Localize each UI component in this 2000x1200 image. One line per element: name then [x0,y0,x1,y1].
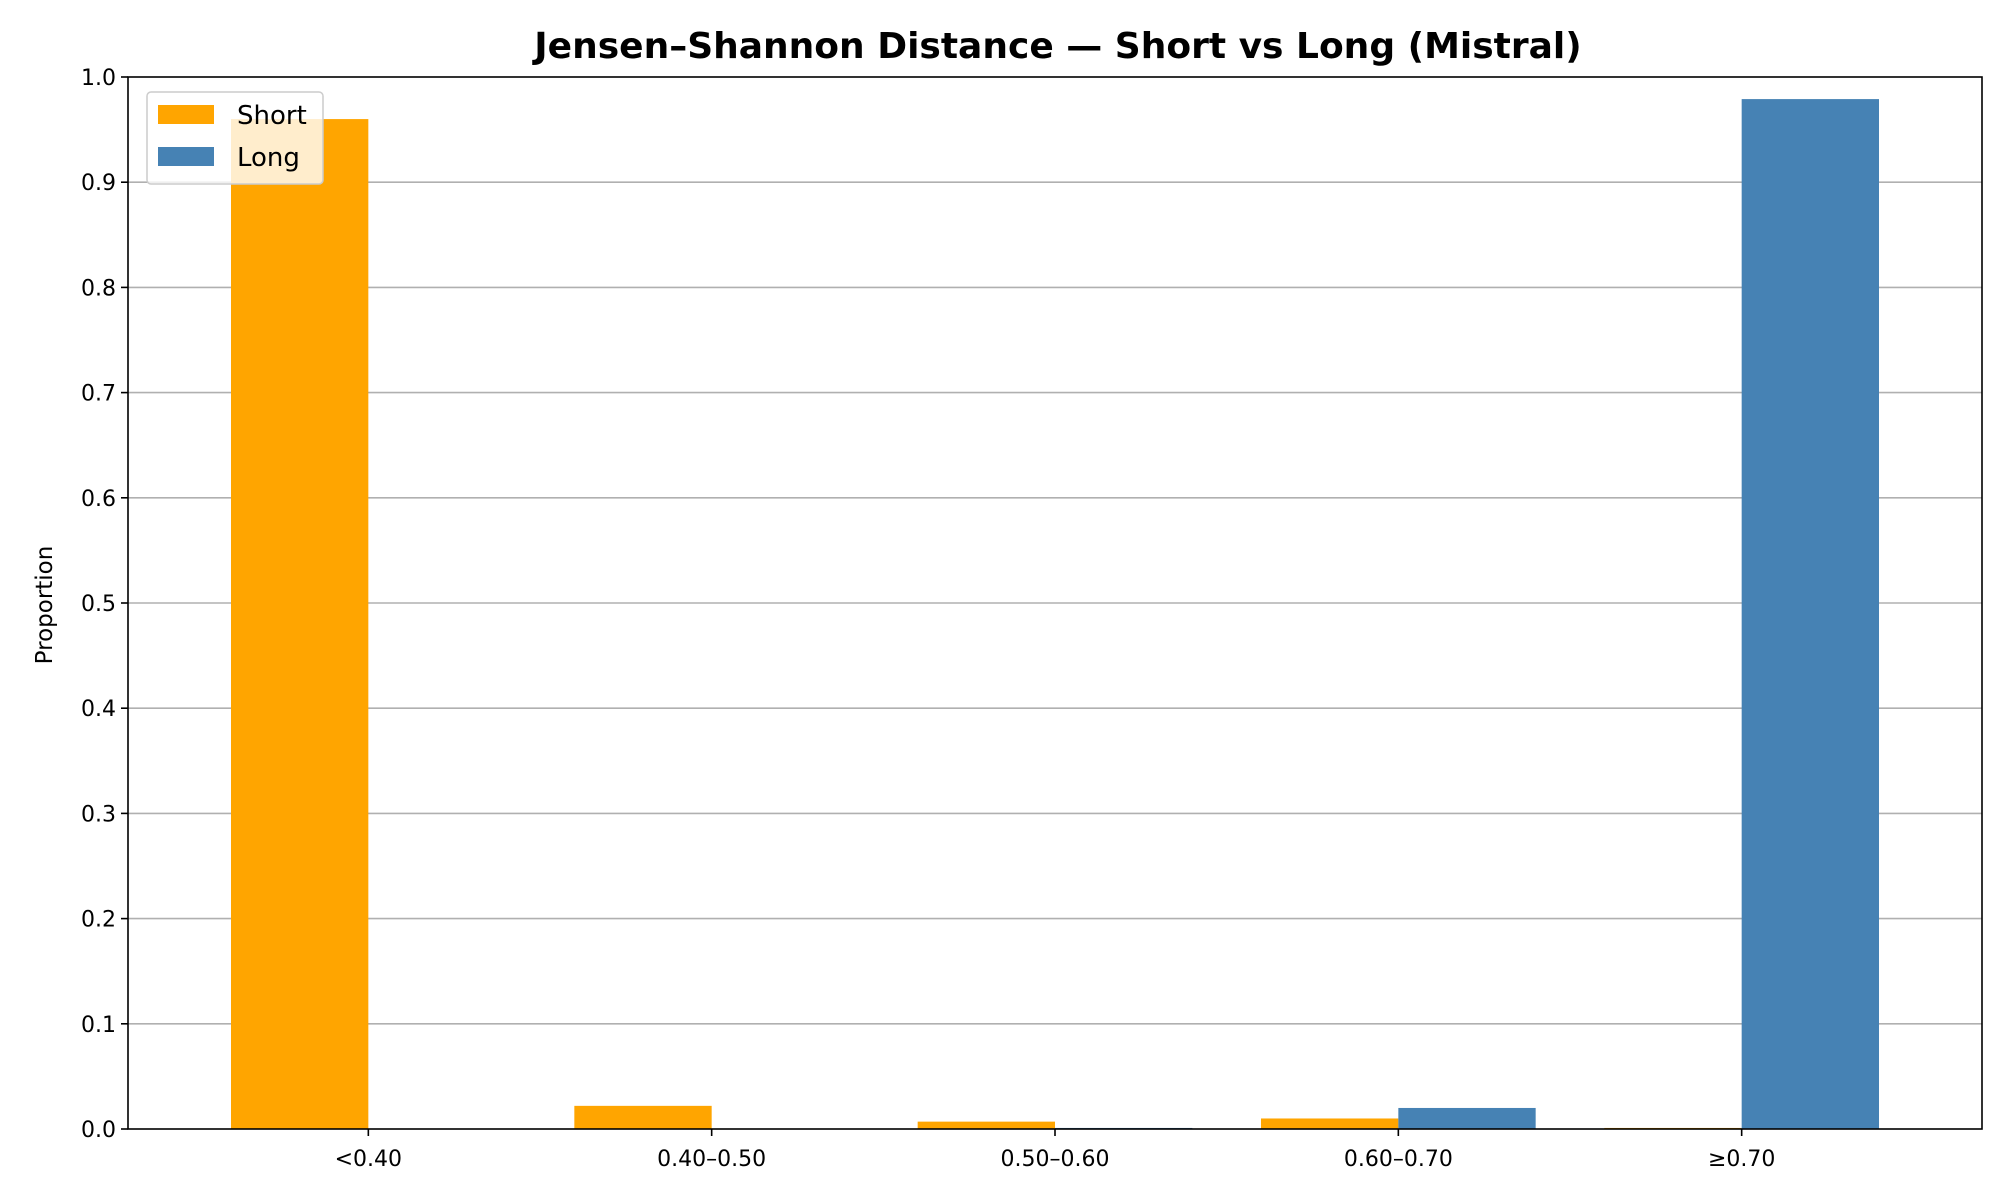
bars [231,99,1879,1129]
y-tick-label: 0.1 [81,1013,116,1038]
x-axis: <0.40 0.40–0.50 0.50–0.60 0.60–0.70 ≥0.70 [335,1129,1775,1172]
grid-lines [128,181,1982,1025]
y-tick-label: 0.3 [81,802,116,827]
bar-short-1 [574,1105,712,1129]
y-tick-label: 0.4 [81,697,116,722]
x-tick-label: 0.50–0.60 [1001,1147,1110,1172]
bar-long-3 [1398,1107,1536,1129]
y-tick-label: 0.2 [81,908,116,933]
bar-short-3 [1261,1118,1399,1129]
legend-label-short: Short [237,101,307,131]
legend: Short Long [146,91,324,185]
y-tick-label: 0.6 [81,487,116,512]
y-tick-label: 0.5 [81,592,116,617]
legend-swatch-short [158,105,214,124]
y-tick-label: 1.0 [81,66,116,91]
bar-short-0 [231,119,369,1129]
bar-short-2 [917,1121,1055,1129]
x-tick-label: 0.60–0.70 [1344,1147,1453,1172]
legend-swatch-long [158,147,214,166]
legend-label-long: Long [237,143,300,173]
y-axis: 0.0 0.1 0.2 0.3 0.4 0.5 0.6 0.7 0.8 0.9 1.0 [81,66,128,1143]
x-tick-label: <0.40 [335,1147,402,1172]
bar-long-4 [1741,99,1879,1129]
x-tick-label: ≥0.70 [1708,1147,1775,1172]
y-tick-label: 0.8 [81,276,116,301]
x-tick-label: 0.40–0.50 [657,1147,766,1172]
chart-title: Jensen–Shannon Distance — Short vs Long … [531,26,1581,67]
y-axis-label: Proportion [32,546,58,665]
y-tick-label: 0.0 [81,1118,116,1143]
y-tick-label: 0.7 [81,382,116,407]
y-tick-label: 0.9 [81,171,116,196]
